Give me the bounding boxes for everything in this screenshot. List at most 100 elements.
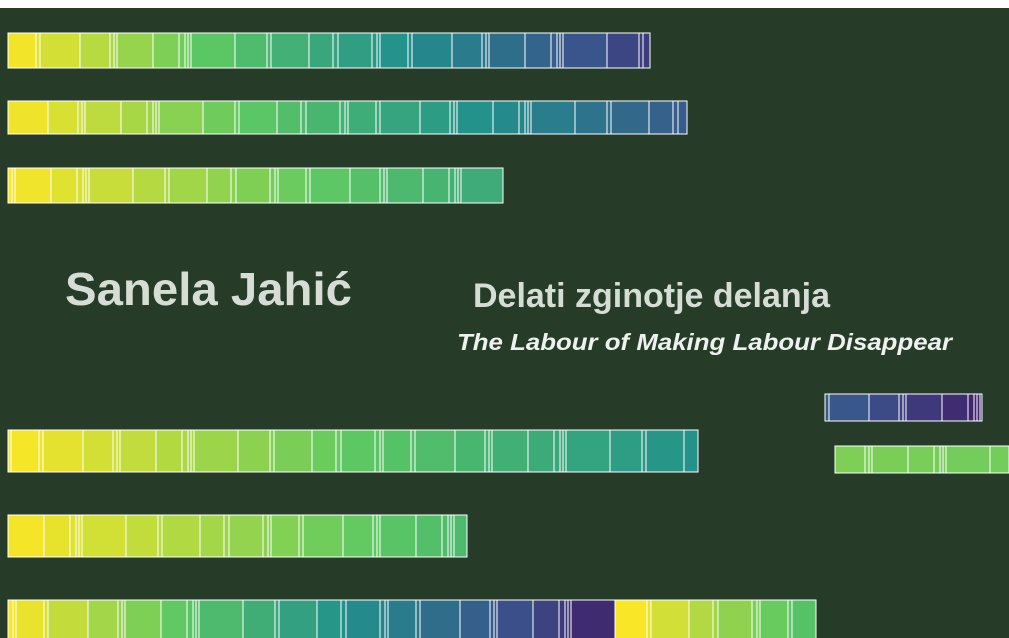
bar-segment xyxy=(39,32,81,69)
bar-segment xyxy=(146,100,154,135)
bar-segment xyxy=(125,514,159,558)
bar-segment xyxy=(242,599,276,638)
bar-segment xyxy=(453,514,468,558)
bar-segment xyxy=(15,599,45,638)
bar-segment xyxy=(672,100,679,135)
bar-segment xyxy=(262,514,269,558)
bar-segment xyxy=(415,599,421,638)
bar-segment xyxy=(269,429,275,473)
bar-segment xyxy=(941,393,969,422)
bar-segment xyxy=(712,599,719,638)
bar-segment xyxy=(484,429,490,473)
bar-segment xyxy=(459,599,491,638)
bar-segment xyxy=(311,429,337,473)
bar-segment xyxy=(518,100,526,135)
bar-segment xyxy=(276,100,302,135)
bar-segment xyxy=(158,100,204,135)
bar-segment xyxy=(77,100,83,135)
bar-segment xyxy=(340,599,347,638)
bar-segment xyxy=(199,514,225,558)
bar-segment xyxy=(235,167,271,204)
bar-segment xyxy=(14,167,52,204)
bar-segment xyxy=(223,514,230,558)
bar-segment xyxy=(648,100,674,135)
bar-segment xyxy=(155,429,183,473)
bar-segment xyxy=(117,599,123,638)
bar-segment xyxy=(379,100,421,135)
bar-segment xyxy=(387,599,417,638)
bar-segment xyxy=(610,100,650,135)
bar-segment xyxy=(371,32,378,69)
bar-segment xyxy=(302,514,344,558)
bar-segment xyxy=(460,167,504,204)
bar-segment xyxy=(298,514,304,558)
bar-segment xyxy=(157,514,163,558)
bar-segment xyxy=(76,167,84,204)
bar-segment xyxy=(206,167,232,204)
exhibition-title: Delati zginotje delanja xyxy=(473,277,831,315)
bar-segment xyxy=(410,429,416,473)
bar-segment xyxy=(308,32,334,69)
bar-segment xyxy=(570,599,616,638)
bar-segment xyxy=(300,100,307,135)
bar-segment xyxy=(448,167,456,204)
bar-segment xyxy=(451,32,483,69)
bar-segment xyxy=(339,100,346,135)
bar-segment xyxy=(7,167,13,204)
bar-segment xyxy=(168,167,208,204)
bar-segment xyxy=(278,599,318,638)
bar-segment xyxy=(198,599,244,638)
bar-segment xyxy=(496,599,534,638)
bar-segment xyxy=(164,167,170,204)
bar-segment xyxy=(379,32,409,69)
bar-segment xyxy=(193,429,239,473)
bar-segment xyxy=(905,393,943,422)
bar-segment xyxy=(274,599,280,638)
bar-segment xyxy=(347,100,377,135)
bar-segment xyxy=(481,32,487,69)
bar-segment xyxy=(864,445,870,474)
bar-segment xyxy=(7,100,49,135)
bar-segment xyxy=(382,429,412,473)
bar-segment xyxy=(270,32,310,69)
bar-segment xyxy=(69,514,77,558)
artist-name: Sanela Jahić xyxy=(65,263,352,315)
bar-segment xyxy=(989,445,1009,474)
bar-segment xyxy=(152,32,180,69)
bar-segment xyxy=(791,599,817,638)
bar-segment xyxy=(10,429,40,473)
bar-segment xyxy=(337,32,373,69)
bar-segment xyxy=(527,429,555,473)
bar-segment xyxy=(454,429,486,473)
bar-segment xyxy=(979,393,983,422)
bar-segment xyxy=(266,32,272,69)
bar-segment xyxy=(759,599,789,638)
bar-segment xyxy=(230,167,237,204)
bar-segment xyxy=(562,32,608,69)
bar-segment xyxy=(871,445,909,474)
bar-segment xyxy=(43,514,71,558)
bar-segment xyxy=(84,100,122,135)
bar-segment xyxy=(345,599,381,638)
bar-segment xyxy=(650,599,690,638)
bar-segment xyxy=(524,32,552,69)
bar-segment xyxy=(614,599,648,638)
bar-segment xyxy=(422,167,450,204)
bar-segment xyxy=(550,32,558,69)
exhibition-subtitle: The Labour of Making Labour Disappear xyxy=(457,329,953,355)
bar-segment xyxy=(441,514,449,558)
bar-segment xyxy=(81,514,127,558)
bar-segment xyxy=(967,393,975,422)
bar-segment xyxy=(933,445,941,474)
bar-segment xyxy=(309,167,351,204)
bar-segment xyxy=(273,429,313,473)
bar-segment xyxy=(375,100,381,135)
bar-segment xyxy=(379,599,386,638)
bar-segment xyxy=(683,429,699,473)
bar-graphics xyxy=(7,32,1009,638)
bar-segment xyxy=(116,32,154,69)
bar-segment xyxy=(190,32,236,69)
bar-segment xyxy=(492,100,520,135)
